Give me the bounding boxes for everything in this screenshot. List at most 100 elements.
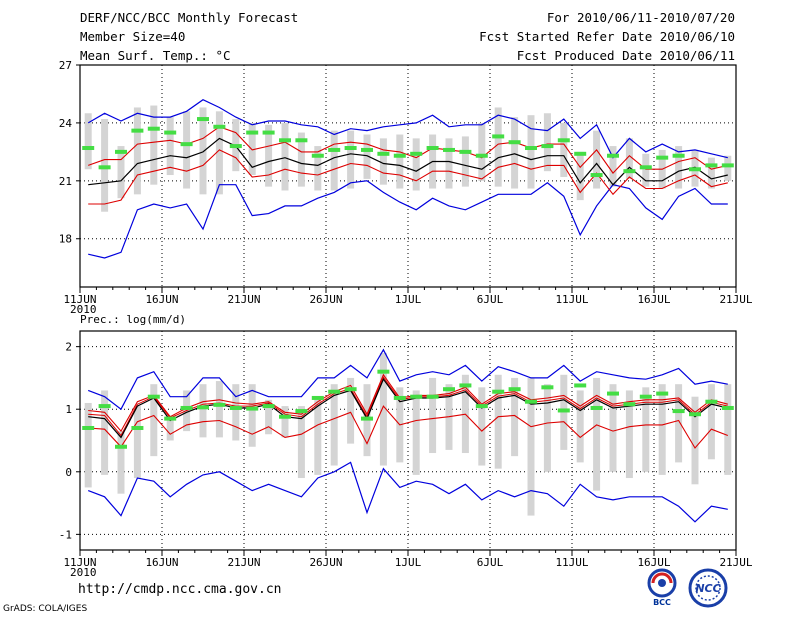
spread-box <box>461 136 469 187</box>
forecast-marker <box>574 151 587 156</box>
spread-box <box>199 384 207 438</box>
y-tick-label: 27 <box>59 59 72 72</box>
ensemble-mean-line <box>88 377 728 439</box>
forecast-marker <box>443 147 455 152</box>
spread-box <box>314 399 322 475</box>
forecast-marker <box>426 146 439 151</box>
spread-box <box>248 384 256 447</box>
bcc-logo: BCC <box>640 568 684 608</box>
precipitation-panel-title: Prec.: log(mm/d) <box>80 313 186 326</box>
forecast-marker <box>164 130 177 135</box>
forecast-marker <box>393 153 406 158</box>
grads-credit: GrADS: COLA/IGES <box>3 604 88 614</box>
spread-box <box>379 138 387 185</box>
spread-box <box>363 134 371 179</box>
y-tick-label: 0 <box>65 466 72 479</box>
x-tick-year-label: 2010 <box>70 566 97 579</box>
y-tick-label: 24 <box>59 117 73 130</box>
forecast-marker <box>377 151 390 156</box>
ncc-emblem-icon: NCC <box>688 568 728 608</box>
forecast-marker <box>328 147 341 152</box>
forecast-marker <box>721 163 734 168</box>
min-line <box>88 180 728 259</box>
forecast-marker <box>639 165 652 170</box>
forecast-marker <box>344 146 357 151</box>
mid-spread-line <box>88 376 728 437</box>
forecast-marker <box>492 389 505 394</box>
x-tick-label: 11JUN <box>63 293 96 306</box>
spread-box <box>527 377 535 516</box>
spread-box <box>117 431 125 494</box>
forecast-marker <box>541 385 554 390</box>
spread-box <box>675 146 683 189</box>
forecast-marker <box>115 149 127 154</box>
forecast-marker <box>164 416 177 421</box>
y-tick-label: 18 <box>59 233 72 246</box>
spread-box <box>494 374 502 469</box>
forecast-marker <box>147 394 160 399</box>
spread-box <box>707 157 715 189</box>
x-tick-label: 1JUL <box>395 556 422 569</box>
spread-box <box>215 111 223 195</box>
spread-box <box>150 105 158 185</box>
spread-box <box>642 387 650 472</box>
spread-box <box>133 107 141 195</box>
forecast-marker <box>131 128 144 133</box>
y-tick-label: 2 <box>65 341 72 354</box>
spread-box <box>642 153 650 187</box>
spread-box <box>347 377 355 444</box>
forecast-marker <box>311 153 324 158</box>
ncc-logo-text: NCC <box>695 582 720 595</box>
spread-box <box>215 381 223 438</box>
bcc-emblem-icon <box>647 568 677 598</box>
forecast-marker <box>262 130 275 135</box>
forecast-marker <box>590 173 603 178</box>
spread-box <box>691 396 699 485</box>
chart-title: DERF/NCC/BCC Monthly Forecast <box>80 10 299 25</box>
x-tick-label: 26JUN <box>309 556 342 569</box>
spread-box <box>445 138 453 189</box>
forecast-marker <box>607 391 619 396</box>
forecast-marker <box>705 399 718 404</box>
spread-box <box>150 384 158 457</box>
spread-box <box>330 384 338 466</box>
forecast-marker <box>607 153 619 158</box>
lower-spread-line <box>88 149 728 205</box>
x-tick-label: 26JUN <box>309 293 342 306</box>
forecast-marker <box>180 142 193 147</box>
forecast-marker <box>705 163 718 168</box>
forecast-marker <box>197 117 209 122</box>
spread-box <box>658 384 666 475</box>
forecast-marker <box>279 414 291 419</box>
forecast-marker <box>410 394 423 399</box>
forecast-marker <box>672 409 685 414</box>
spread-box <box>347 130 355 189</box>
spread-box <box>576 151 584 201</box>
spread-box <box>396 134 404 189</box>
forecast-marker <box>328 389 341 394</box>
forecast-marker <box>574 383 587 388</box>
forecast-marker <box>279 138 291 143</box>
spread-box <box>625 390 633 479</box>
forecast-marker <box>410 151 423 156</box>
forecast-marker <box>508 140 521 145</box>
max-line <box>87 348 728 411</box>
forecast-marker <box>426 394 439 399</box>
forecast-period-label: For 2010/06/11-2010/07/20 <box>546 10 735 25</box>
forecast-marker <box>229 144 242 149</box>
forecast-marker <box>623 169 636 174</box>
spread-box <box>297 406 305 479</box>
forecast-marker <box>492 134 505 139</box>
spread-box <box>560 122 568 177</box>
spread-box <box>297 132 305 187</box>
bcc-logo-text: BCC <box>653 598 671 607</box>
forecast-marker <box>197 405 209 410</box>
forecast-marker <box>590 405 603 410</box>
forecast-marker <box>475 153 488 158</box>
forecast-marker <box>98 165 111 170</box>
spread-box <box>543 113 551 172</box>
source-url[interactable]: http://cmdp.ncc.cma.gov.cn <box>78 582 282 597</box>
spread-box <box>281 122 289 191</box>
